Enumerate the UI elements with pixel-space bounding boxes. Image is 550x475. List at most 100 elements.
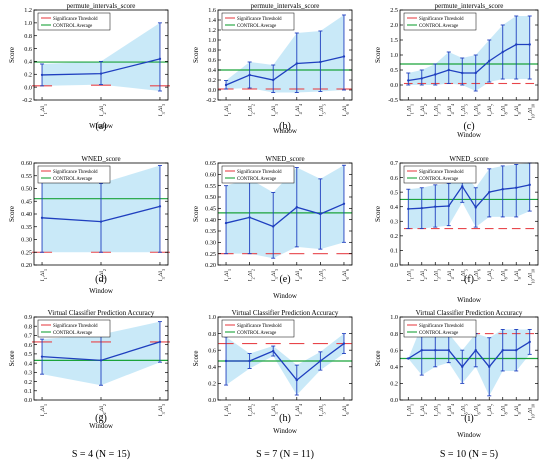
panel-label: (i) bbox=[464, 413, 473, 424]
x-tick-label: I2,ΔI2 bbox=[420, 104, 428, 116]
y-tick-label: 0.6 bbox=[24, 46, 32, 53]
score-point bbox=[447, 204, 450, 208]
panel-label: (g) bbox=[95, 413, 107, 424]
y-tick-label: 0.55 bbox=[205, 183, 216, 190]
score-point bbox=[528, 43, 531, 46]
y-tick-label: 0.2 bbox=[208, 381, 216, 388]
y-tick-label: 0.40 bbox=[205, 217, 216, 224]
score-point bbox=[224, 221, 228, 225]
x-tick-label: I3,ΔI3 bbox=[433, 404, 441, 416]
x-tick-label: I1,ΔI1 bbox=[224, 404, 232, 416]
x-tick-label: I3,ΔI3 bbox=[158, 104, 166, 116]
x-tick-label: I5,ΔI5 bbox=[460, 404, 468, 416]
y-tick-label: 0.2 bbox=[24, 379, 32, 386]
x-tick-label: I6,ΔI6 bbox=[474, 269, 482, 281]
legend-label-threshold: Significance Threshold bbox=[237, 17, 282, 22]
y-tick-label: 0.55 bbox=[21, 173, 32, 180]
score-point bbox=[342, 202, 346, 205]
score-point bbox=[407, 207, 410, 211]
chart-panel: permute_intervals_score -0.2 0.0 0.2 0.4 0.6 0… bbox=[8, 2, 170, 132]
y-axis-label: Score bbox=[192, 351, 200, 367]
x-tick-label: I4,ΔI4 bbox=[447, 104, 455, 116]
score-point bbox=[474, 71, 477, 75]
score-point bbox=[447, 68, 450, 72]
x-tick-label: I4,ΔI4 bbox=[295, 269, 303, 281]
y-tick-label: 0.8 bbox=[208, 47, 216, 54]
chart-title: permute_intervals_score bbox=[435, 2, 504, 10]
x-tick-label: I3,ΔI3 bbox=[271, 269, 279, 281]
y-tick-label: 0.0 bbox=[24, 397, 32, 404]
panel-label: (c) bbox=[463, 121, 474, 132]
score-point bbox=[515, 43, 518, 46]
score-point bbox=[420, 206, 423, 210]
y-axis-label: Score bbox=[8, 206, 16, 222]
x-tick-label: I4,ΔI4 bbox=[447, 404, 455, 416]
x-tick-label: I2,ΔI2 bbox=[248, 269, 256, 281]
y-tick-label: 0.6 bbox=[390, 175, 398, 182]
y-axis-label: Score bbox=[374, 47, 382, 63]
x-tick-label: I5,ΔI5 bbox=[460, 269, 468, 281]
score-point bbox=[474, 206, 477, 209]
score-line bbox=[408, 43, 530, 82]
score-point bbox=[40, 216, 44, 220]
score-point bbox=[420, 77, 423, 80]
x-tick-label: I2,ΔI2 bbox=[99, 269, 107, 281]
y-axis-label: Score bbox=[192, 47, 200, 63]
x-tick-label: I2,ΔI2 bbox=[248, 404, 256, 416]
legend-label-control: CONTROL Average bbox=[53, 24, 92, 29]
score-point bbox=[528, 183, 531, 187]
score-point bbox=[319, 359, 322, 363]
x-tick-label: I1,ΔI1 bbox=[224, 104, 232, 116]
y-tick-label: 0.40 bbox=[21, 211, 32, 218]
x-tick-label: I6,ΔI6 bbox=[342, 269, 350, 281]
x-tick-label: I1,ΔI1 bbox=[40, 104, 48, 116]
score-point bbox=[420, 349, 423, 352]
score-point bbox=[272, 225, 275, 228]
y-tick-label: 0.20 bbox=[205, 262, 216, 269]
score-point bbox=[342, 55, 346, 58]
y-tick-label: -0.2 bbox=[206, 97, 216, 104]
score-point bbox=[488, 365, 491, 368]
chart-panel: WNED_score 0.20 0.25 0.30 0.35 0.40 0.45 0.50 0.… bbox=[192, 155, 353, 300]
x-axis-label: Window bbox=[457, 296, 482, 304]
x-tick-label: I4,ΔI4 bbox=[295, 404, 303, 416]
column-caption: S = 10 (N = 5) bbox=[440, 449, 498, 460]
x-axis-label: Window bbox=[89, 122, 114, 130]
score-point bbox=[272, 349, 275, 353]
panel-label: (a) bbox=[95, 121, 106, 132]
y-tick-label: 0.50 bbox=[205, 194, 216, 201]
y-tick-label: 0.5 bbox=[390, 67, 398, 74]
legend-label-control: CONTROL Average bbox=[419, 331, 458, 336]
y-tick-label: 0.4 bbox=[390, 364, 398, 371]
score-point bbox=[461, 365, 464, 368]
x-tick-label: I2,ΔI2 bbox=[420, 269, 428, 281]
x-tick-label: I1,ΔI1 bbox=[406, 104, 414, 116]
panel-label: (d) bbox=[95, 274, 107, 285]
score-point bbox=[295, 62, 298, 65]
chart-panel: WNED_score 0.20 0.25 0.30 0.35 0.40 0.45 0.50 0.… bbox=[8, 155, 170, 295]
legend-label-threshold: Significance Threshold bbox=[419, 17, 464, 22]
y-tick-label: 0.0 bbox=[390, 262, 398, 269]
y-tick-label: 0.25 bbox=[21, 249, 32, 256]
legend-box bbox=[37, 319, 111, 338]
plot-frame bbox=[217, 9, 353, 101]
y-tick-label: 0.60 bbox=[205, 172, 216, 179]
x-tick-label: I5,ΔI5 bbox=[318, 269, 326, 281]
y-tick-label: 0.65 bbox=[205, 160, 216, 167]
x-tick-label: I1,ΔI1 bbox=[40, 404, 48, 416]
score-point bbox=[407, 79, 410, 82]
y-axis-label: Score bbox=[374, 351, 382, 367]
score-line bbox=[225, 203, 345, 228]
x-tick-label: I5,ΔI5 bbox=[460, 104, 468, 116]
y-tick-label: 0.0 bbox=[208, 397, 216, 404]
y-tick-label: 0.0 bbox=[208, 87, 216, 94]
x-axis-label: Window bbox=[273, 127, 298, 135]
y-tick-label: 0.50 bbox=[21, 186, 32, 193]
x-tick-label: I1,ΔI1 bbox=[406, 269, 414, 281]
score-point bbox=[248, 216, 251, 219]
plot-frame bbox=[217, 162, 353, 266]
legend-box bbox=[403, 165, 477, 184]
score-point bbox=[319, 212, 322, 216]
score-point bbox=[434, 205, 437, 208]
legend-label-control: CONTROL Average bbox=[53, 331, 92, 336]
